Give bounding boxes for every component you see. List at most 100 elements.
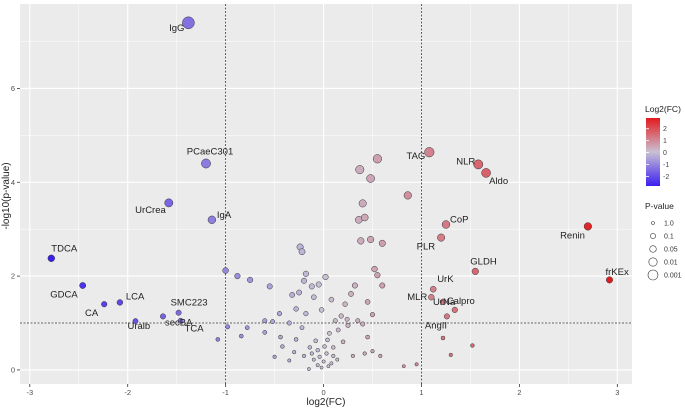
point-label: frKEx <box>606 267 629 278</box>
data-point <box>470 343 475 348</box>
x-tick-label: 2 <box>517 388 521 397</box>
data-point-labeled <box>164 198 174 208</box>
data-point <box>340 339 346 345</box>
data-point <box>311 357 316 362</box>
point-label: UrCrea <box>135 205 166 216</box>
data-point-labeled <box>583 222 592 231</box>
data-point <box>403 191 412 200</box>
data-point <box>239 333 244 339</box>
point-labels-layer: IgG PCaeC301 UrCrea IgA TDCA GDCA LCA CA SMC223 U… <box>50 23 629 335</box>
data-point <box>289 292 296 298</box>
data-point <box>270 319 276 325</box>
data-point <box>372 154 382 164</box>
data-point <box>344 316 350 322</box>
y-tick-label: 0 <box>11 365 15 374</box>
data-point-labeled <box>437 233 446 242</box>
legend-size-key <box>650 233 656 239</box>
data-point <box>360 321 366 327</box>
data-point <box>308 283 315 290</box>
point-label: UrK <box>437 274 454 285</box>
data-point-labeled <box>177 317 184 324</box>
x-tick-label: -1 <box>222 388 229 397</box>
point-label: MLR <box>407 292 427 303</box>
data-point <box>307 367 311 371</box>
data-point-labeled <box>207 215 217 224</box>
point-label: IgG <box>169 23 184 34</box>
data-point <box>234 273 241 280</box>
data-point <box>332 318 338 324</box>
legend-colorbar-tick-label: -2 <box>663 174 669 181</box>
data-point <box>319 365 324 370</box>
point-label: Aldo <box>489 176 508 187</box>
data-point-labeled <box>439 298 447 306</box>
legend-size-key <box>649 245 657 253</box>
data-point <box>276 311 283 317</box>
data-point <box>369 312 376 318</box>
x-tick-label: 1 <box>419 388 423 397</box>
data-point <box>262 318 268 324</box>
legend-size-title: P-value <box>645 201 674 211</box>
data-point <box>324 351 329 356</box>
legend-size-label: 0.1 <box>664 234 674 241</box>
data-point <box>327 330 332 336</box>
point-label: UrNa <box>433 297 456 308</box>
data-point <box>313 338 318 344</box>
data-point-labeled <box>201 158 211 169</box>
point-label: secBA <box>165 317 193 328</box>
x-tick-label: 0 <box>321 388 325 397</box>
data-point <box>321 359 326 364</box>
data-point <box>329 361 334 366</box>
x-tick-label: -2 <box>124 388 131 397</box>
data-point <box>262 330 268 335</box>
point-label: PCaeC301 <box>187 147 233 158</box>
data-point <box>322 344 327 349</box>
y-axis-label: -log10(p-value) <box>1 162 12 229</box>
data-point <box>440 335 446 341</box>
data-point <box>350 353 355 358</box>
data-point <box>345 322 351 328</box>
point-label: Uralb <box>128 321 151 332</box>
data-point <box>331 353 336 358</box>
data-point <box>365 334 370 340</box>
data-point-labeled <box>481 168 491 178</box>
point-label: Renin <box>560 230 585 241</box>
point-label: GDCA <box>50 290 78 301</box>
data-point <box>360 213 369 222</box>
data-point <box>244 325 250 331</box>
data-point-labeled <box>451 306 458 313</box>
legend-size-key <box>648 257 658 267</box>
data-point <box>328 296 335 303</box>
data-point <box>414 362 419 367</box>
axes: -3 -2 -1 0 1 2 3 0 2 4 6 <box>11 84 620 397</box>
data-point <box>287 358 292 363</box>
data-point-labeled <box>428 294 435 301</box>
data-point-labeled <box>47 254 55 262</box>
y-tick-label: 2 <box>11 272 15 281</box>
data-point-labeled <box>471 267 479 275</box>
data-point <box>401 364 406 369</box>
data-point <box>351 282 358 289</box>
data-point-labeled <box>441 220 451 229</box>
legend-colorbar-tick-label: 2 <box>663 126 667 133</box>
data-point <box>315 348 320 353</box>
data-point <box>280 344 285 349</box>
data-point-labeled <box>175 309 182 316</box>
data-point <box>355 318 361 324</box>
point-label: SMC223 <box>171 298 208 309</box>
legend-colorbar-tick-label: 0 <box>663 150 667 157</box>
point-label: TAG <box>406 151 425 162</box>
data-point <box>317 354 322 359</box>
legend-colorbar-tick-label: -1 <box>663 162 669 169</box>
plot-panel <box>20 4 632 384</box>
data-point-labeled <box>182 16 195 30</box>
data-point <box>358 199 367 208</box>
point-label: Calpro <box>447 296 475 307</box>
point-label: LCA <box>126 291 145 302</box>
data-point <box>338 313 344 319</box>
x-axis-label: log2(FC) <box>307 397 346 408</box>
point-label: PLR <box>417 242 436 253</box>
data-point <box>342 301 348 307</box>
data-point-labeled <box>101 301 108 308</box>
data-point <box>335 357 340 362</box>
points-layer <box>47 16 613 371</box>
